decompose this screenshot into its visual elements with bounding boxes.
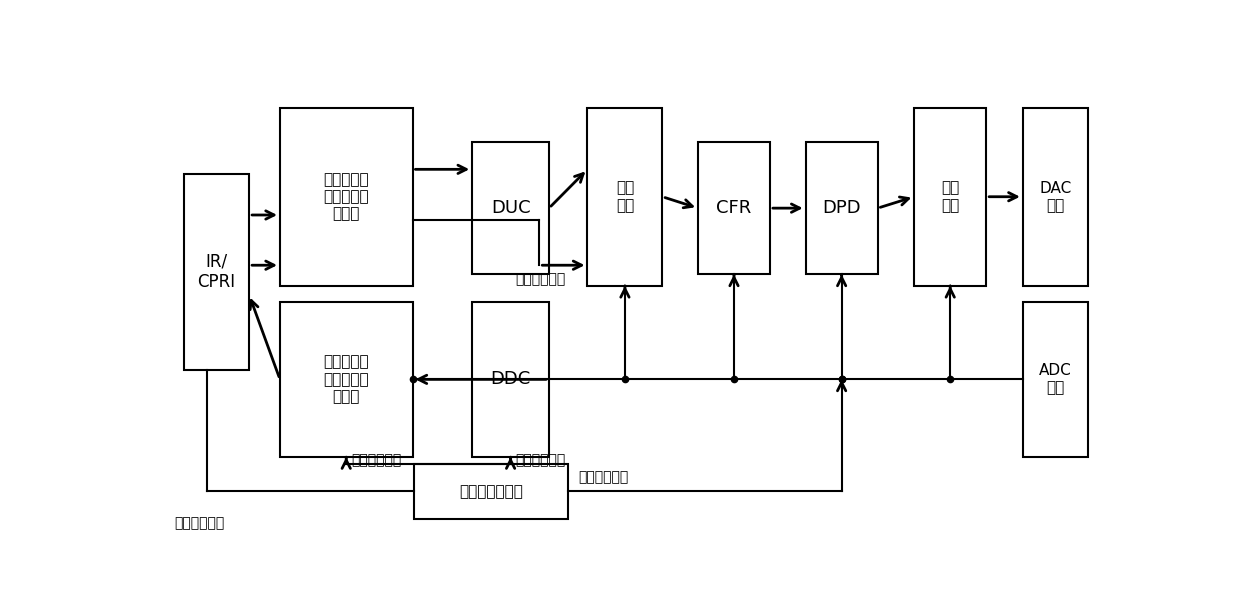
Text: ADC
接口: ADC 接口	[1039, 363, 1071, 396]
Bar	[914, 108, 986, 286]
Bar	[414, 464, 568, 519]
Bar	[588, 108, 662, 286]
Text: CFR: CFR	[717, 199, 751, 217]
Text: DAC
接口: DAC 接口	[1039, 180, 1071, 213]
Text: DDC: DDC	[491, 371, 531, 388]
Text: 输出
保护: 输出 保护	[941, 180, 960, 213]
Bar	[280, 108, 413, 286]
Bar	[472, 142, 549, 275]
Bar	[806, 142, 878, 275]
Text: 时钟使能信号: 时钟使能信号	[516, 272, 565, 286]
Text: 载波
合并: 载波 合并	[616, 180, 634, 213]
Bar	[698, 142, 770, 275]
Text: IR/
CPRI: IR/ CPRI	[197, 253, 236, 292]
Text: 时钟使能信号: 时钟使能信号	[351, 454, 402, 467]
Text: 上行光纤时
延缓冲及载
波分配: 上行光纤时 延缓冲及载 波分配	[324, 355, 370, 404]
Bar	[184, 174, 249, 370]
Text: 下行光纤时
延缓冲及载
波分配: 下行光纤时 延缓冲及载 波分配	[324, 172, 370, 222]
Text: 时钟使能信号: 时钟使能信号	[174, 516, 224, 530]
Bar	[280, 302, 413, 457]
Text: 时钟使能信号: 时钟使能信号	[578, 470, 629, 484]
Text: DUC: DUC	[491, 199, 531, 217]
Text: 时钟使能信号: 时钟使能信号	[516, 454, 565, 467]
Bar	[1023, 302, 1089, 457]
Bar	[472, 302, 549, 457]
Text: DPD: DPD	[822, 199, 861, 217]
Bar	[1023, 108, 1089, 286]
Text: 可配置功控开关: 可配置功控开关	[459, 484, 523, 499]
